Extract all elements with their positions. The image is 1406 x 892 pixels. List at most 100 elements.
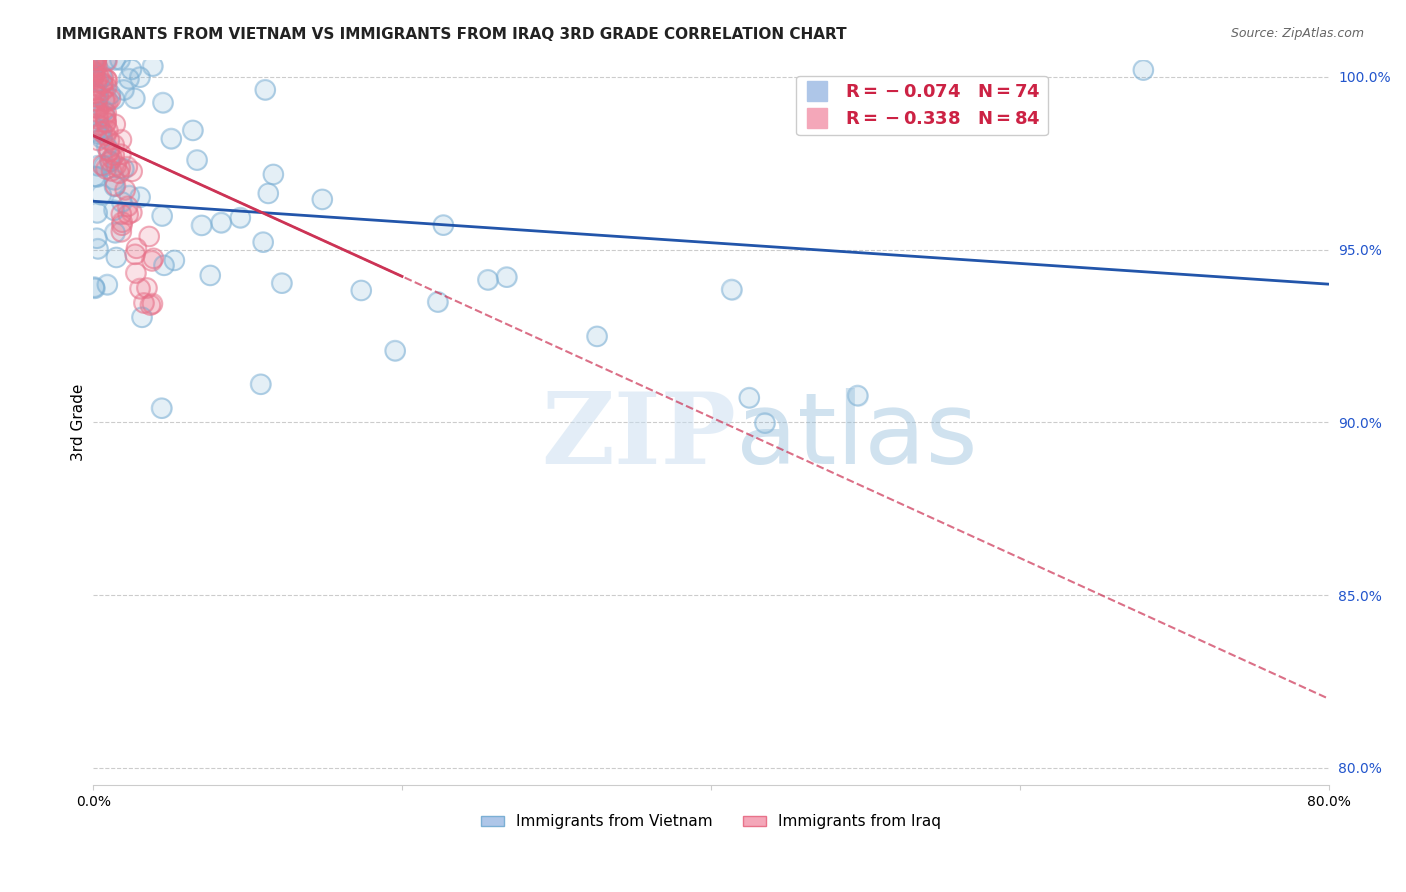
Point — [96, 73, 118, 87]
Point — [150, 401, 173, 416]
Y-axis label: 3rd Grade: 3rd Grade — [72, 384, 86, 461]
Point — [129, 190, 152, 204]
Point — [83, 280, 105, 294]
Point — [96, 139, 118, 153]
Point — [83, 53, 105, 67]
Point — [93, 93, 115, 107]
Point — [384, 343, 406, 358]
Point — [91, 77, 114, 91]
Point — [83, 169, 105, 184]
Point — [160, 131, 183, 145]
Point — [83, 281, 105, 295]
Point — [152, 95, 174, 110]
Point — [350, 284, 373, 298]
Point — [114, 183, 136, 197]
Point — [118, 188, 141, 202]
Point — [846, 388, 869, 402]
Point — [83, 55, 105, 70]
Point — [200, 268, 222, 283]
Point — [87, 242, 110, 256]
Point — [96, 277, 118, 292]
Point — [117, 199, 139, 213]
Point — [94, 72, 117, 87]
Point — [129, 281, 152, 295]
Point — [141, 253, 163, 268]
Point — [141, 296, 163, 310]
Point — [91, 83, 114, 97]
Point — [84, 53, 107, 67]
Point — [104, 117, 127, 131]
Point — [86, 53, 108, 67]
Point — [83, 66, 105, 80]
Point — [101, 151, 124, 165]
Point — [142, 59, 165, 73]
Point — [90, 131, 112, 145]
Point — [84, 59, 107, 73]
Point — [96, 277, 118, 292]
Point — [262, 168, 284, 182]
Point — [96, 79, 118, 94]
Point — [153, 258, 176, 272]
Point — [98, 133, 121, 147]
Point — [252, 235, 274, 249]
Point — [1132, 62, 1154, 77]
Point — [101, 151, 124, 165]
Point — [432, 218, 454, 232]
Point — [105, 158, 128, 172]
Point — [100, 92, 122, 106]
Point — [110, 133, 132, 147]
Point — [135, 281, 157, 295]
Point — [138, 229, 160, 244]
Point — [97, 145, 120, 159]
Point — [311, 193, 333, 207]
Point — [103, 203, 125, 218]
Point — [86, 169, 108, 184]
Point — [87, 159, 110, 173]
Point — [83, 66, 105, 80]
Point — [93, 109, 115, 123]
Text: IMMIGRANTS FROM VIETNAM VS IMMIGRANTS FROM IRAQ 3RD GRADE CORRELATION CHART: IMMIGRANTS FROM VIETNAM VS IMMIGRANTS FR… — [56, 27, 846, 42]
Point — [83, 280, 105, 294]
Point — [103, 92, 125, 106]
Point — [83, 83, 105, 97]
Point — [96, 106, 118, 120]
Point — [112, 161, 135, 176]
Point — [96, 139, 118, 153]
Point — [190, 219, 212, 233]
Point — [432, 218, 454, 232]
Point — [91, 158, 114, 172]
Point — [254, 83, 277, 97]
Point — [350, 284, 373, 298]
Point — [142, 252, 165, 266]
Point — [1132, 62, 1154, 77]
Point — [97, 123, 120, 137]
Point — [91, 83, 114, 97]
Point — [108, 166, 131, 180]
Point — [135, 281, 157, 295]
Point — [720, 283, 742, 297]
Point — [86, 94, 108, 108]
Point — [108, 53, 131, 67]
Point — [83, 69, 105, 83]
Point — [93, 103, 115, 118]
Point — [110, 207, 132, 221]
Point — [262, 168, 284, 182]
Point — [124, 91, 146, 105]
Point — [257, 186, 280, 201]
Point — [86, 53, 108, 67]
Point — [97, 123, 120, 137]
Point — [94, 112, 117, 126]
Point — [111, 218, 134, 232]
Point — [108, 53, 131, 67]
Point — [94, 116, 117, 130]
Point — [132, 296, 155, 310]
Point — [97, 95, 120, 109]
Point — [103, 92, 125, 106]
Point — [94, 161, 117, 176]
Point — [94, 116, 117, 130]
Point — [96, 53, 118, 67]
Point — [190, 219, 212, 233]
Point — [121, 205, 143, 219]
Point — [87, 105, 110, 120]
Point — [94, 114, 117, 128]
